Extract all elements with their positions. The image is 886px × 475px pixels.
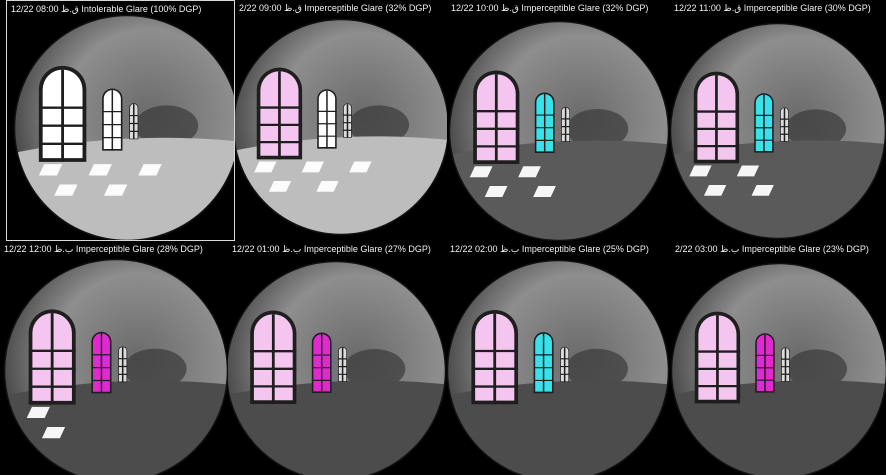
panel-caption: 2/22 09:00 ق.ظ Imperceptible Glare (32% … bbox=[239, 3, 432, 13]
panel-caption: 12/22 11:00 ق.ظ Imperceptible Glare (30%… bbox=[674, 3, 871, 13]
panel-caption: 12/22 01:00 ب.ظ Imperceptible Glare (27%… bbox=[232, 244, 431, 254]
panel-caption: 12/22 12:00 ب.ظ Imperceptible Glare (28%… bbox=[4, 244, 203, 254]
panel-caption: 2/22 03:00 ب.ظ Imperceptible Glare (23% … bbox=[675, 244, 869, 254]
fisheye-panel-5: 12/22 12:00 ب.ظ Imperceptible Glare (28%… bbox=[0, 241, 228, 475]
fisheye-panel-3: 12/22 10:00 ق.ظ Imperceptible Glare (32%… bbox=[447, 0, 670, 241]
panel-caption: 12/22 10:00 ق.ظ Imperceptible Glare (32%… bbox=[451, 3, 649, 13]
fisheye-panel-2: 2/22 09:00 ق.ظ Imperceptible Glare (32% … bbox=[235, 0, 447, 241]
fisheye-panel-6: 12/22 01:00 ب.ظ Imperceptible Glare (27%… bbox=[228, 241, 446, 475]
panel-caption: 12/22 08:00 ق.ظ Intolerable Glare (100% … bbox=[11, 4, 202, 14]
fisheye-render bbox=[446, 259, 670, 475]
fisheye-render bbox=[670, 22, 886, 240]
fisheye-render bbox=[228, 260, 446, 475]
fisheye-render bbox=[13, 14, 234, 240]
panel-caption: 12/22 02:00 ب.ظ Imperceptible Glare (25%… bbox=[450, 244, 649, 254]
fisheye-render bbox=[3, 258, 228, 475]
fisheye-render bbox=[235, 18, 447, 236]
fisheye-render bbox=[448, 20, 670, 241]
fisheye-panel-7: 12/22 02:00 ب.ظ Imperceptible Glare (25%… bbox=[446, 241, 671, 475]
fisheye-panel-4: 12/22 11:00 ق.ظ Imperceptible Glare (30%… bbox=[670, 0, 886, 241]
fisheye-panel-8: 2/22 03:00 ب.ظ Imperceptible Glare (23% … bbox=[671, 241, 886, 475]
fisheye-render bbox=[671, 262, 886, 475]
fisheye-panel-1: 12/22 08:00 ق.ظ Intolerable Glare (100% … bbox=[6, 0, 235, 241]
